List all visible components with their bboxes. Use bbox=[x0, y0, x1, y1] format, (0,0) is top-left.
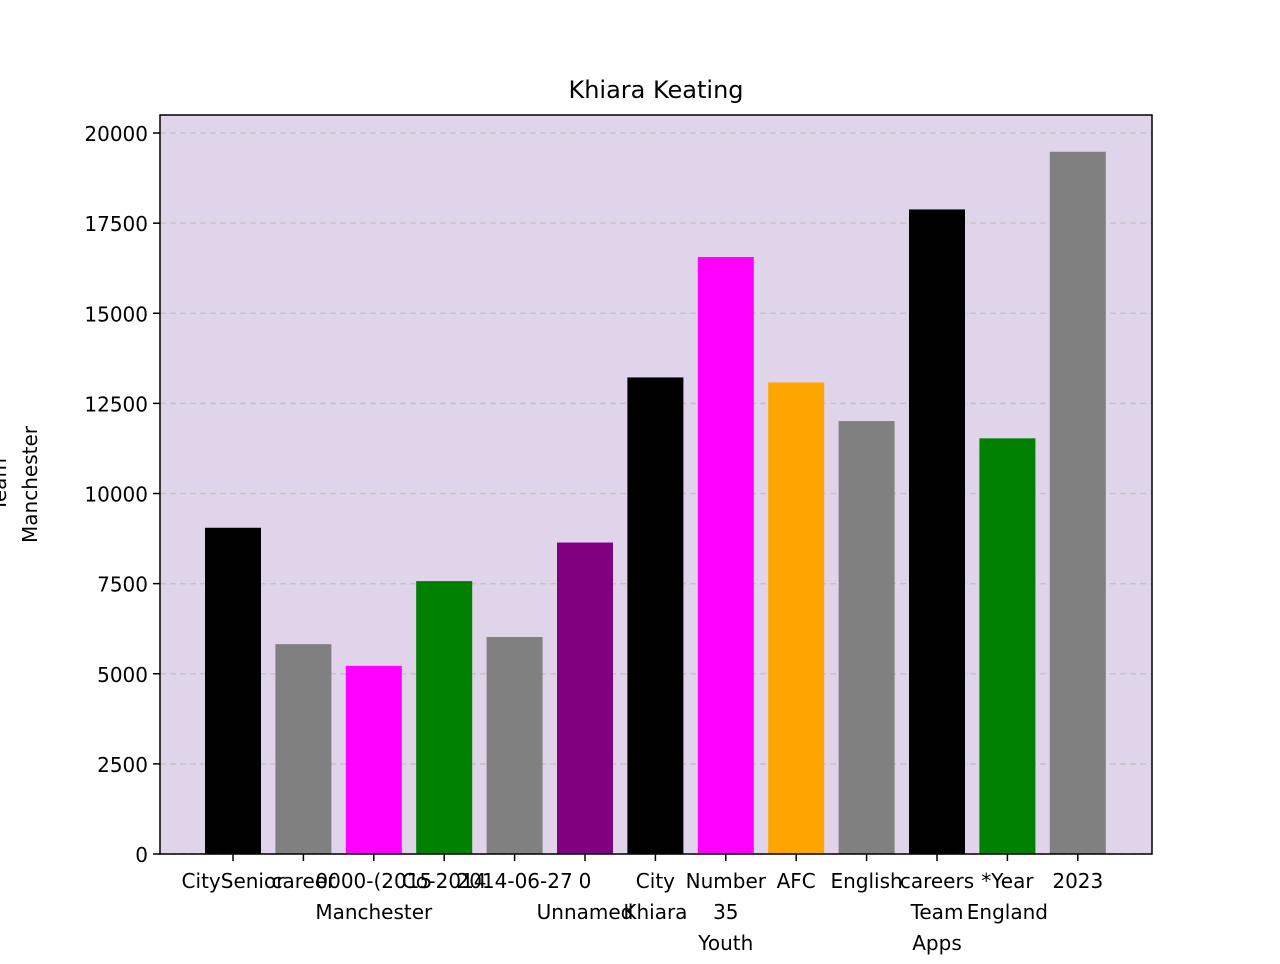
y-tick-label: 5000 bbox=[97, 663, 148, 687]
x-tick-label-line: Apps bbox=[912, 931, 962, 955]
y-tick-label: 10000 bbox=[84, 483, 148, 507]
x-tick-label-line: English bbox=[830, 869, 902, 893]
x-tick-label: careers Team Apps bbox=[900, 869, 974, 955]
bar bbox=[979, 438, 1036, 854]
x-tick-label-line: Number bbox=[686, 869, 767, 893]
chart-title: Khiara Keating bbox=[568, 76, 743, 104]
y-tick-label: 20000 bbox=[84, 122, 148, 146]
bar bbox=[205, 527, 261, 854]
x-tick-label-line: Khiara bbox=[623, 900, 687, 924]
x-tick-label-line: career bbox=[271, 869, 336, 893]
x-tick-label: AFC bbox=[777, 869, 816, 893]
y-tick-label: 17500 bbox=[84, 212, 148, 236]
x-tick-label: *Year England bbox=[967, 869, 1048, 924]
x-tick-label-line: England bbox=[967, 900, 1048, 924]
x-tick-label: 2023 bbox=[1052, 869, 1103, 893]
x-tick-label-line: 2014-06-27 bbox=[456, 869, 572, 893]
x-tick-label-line: AFC bbox=[777, 869, 816, 893]
y-tick-label: 12500 bbox=[84, 392, 148, 416]
bar bbox=[838, 421, 895, 854]
x-tick-label-line: Co-2014 bbox=[402, 869, 487, 893]
y-tick-label: 7500 bbox=[97, 573, 148, 597]
y-tick-label: 0 bbox=[135, 843, 148, 867]
x-tick-label-line: 2023 bbox=[1052, 869, 1103, 893]
bar bbox=[768, 382, 825, 854]
bar bbox=[275, 644, 332, 854]
y-axis-label-line: Team bbox=[0, 458, 11, 512]
x-tick-label-line: Team bbox=[910, 900, 964, 924]
x-tick-label-line: *Year bbox=[981, 869, 1034, 893]
bar bbox=[909, 209, 965, 854]
x-tick-label-line: 0 bbox=[579, 869, 592, 893]
x-tick-label-line: Unnamed bbox=[537, 900, 634, 924]
x-tick-label-line: CitySenior bbox=[182, 869, 286, 893]
y-axis: 0 2500 5000 7500 10000 12500 15000 17500 20000 bbox=[84, 122, 160, 867]
bar bbox=[1049, 151, 1106, 854]
x-tick-label-line: City bbox=[636, 869, 675, 893]
bar bbox=[697, 257, 754, 854]
x-tick-label-line: Manchester bbox=[315, 900, 433, 924]
x-tick-label-line: 35 bbox=[713, 900, 738, 924]
x-tick-label: 0 Unnamed bbox=[537, 869, 634, 924]
x-tick-label-line: careers bbox=[900, 869, 974, 893]
bar bbox=[345, 665, 402, 854]
bar bbox=[416, 581, 473, 854]
x-tick-label-line: Youth bbox=[697, 931, 753, 955]
x-tick-label: City Khiara bbox=[623, 869, 687, 924]
x-tick-label: CitySenior bbox=[182, 869, 286, 893]
x-tick-label: English bbox=[830, 869, 902, 893]
x-tick-label: Co-2014 bbox=[402, 869, 487, 893]
x-tick-label: career bbox=[271, 869, 336, 893]
x-tick-label: 2014-06-27 bbox=[456, 869, 572, 893]
y-axis-label-line: Manchester bbox=[18, 425, 42, 543]
bar bbox=[557, 542, 613, 854]
x-tick-label-line: 0000-(2015 bbox=[315, 869, 432, 893]
bars bbox=[205, 151, 1106, 854]
y-tick-label: 15000 bbox=[84, 302, 148, 326]
x-tick-label: 0000-(2015 Manchester bbox=[315, 869, 433, 924]
bar bbox=[627, 377, 684, 854]
x-tick-label: Number 35 Youth bbox=[686, 869, 767, 955]
bar bbox=[486, 636, 543, 854]
y-tick-label: 2500 bbox=[97, 753, 148, 777]
y-axis-label: Team Manchester bbox=[0, 425, 42, 543]
